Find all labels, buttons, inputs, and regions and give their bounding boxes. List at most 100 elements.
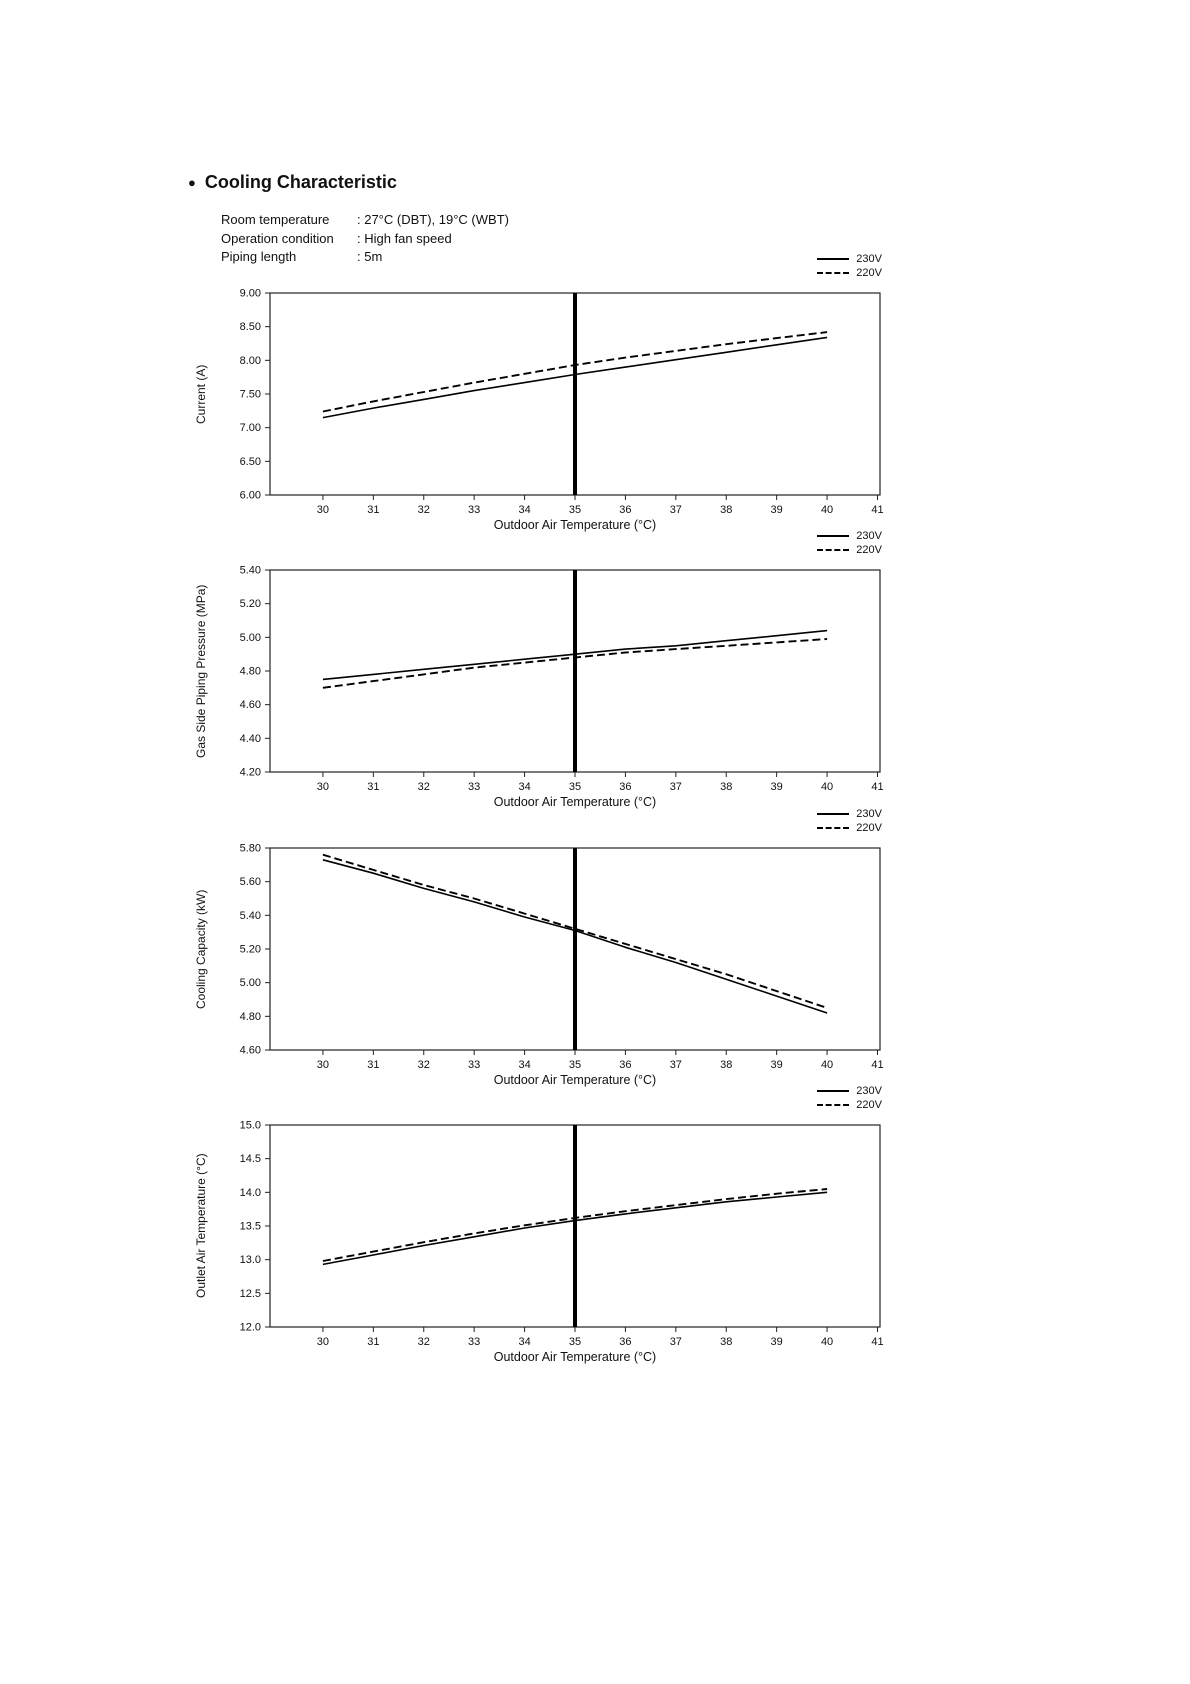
legend: 230V 220V [817,252,882,280]
svg-text:32: 32 [418,504,430,516]
legend-item-220v: 220V [817,266,882,280]
svg-text:33: 33 [468,504,480,516]
condition-label: Operation condition [221,230,334,246]
x-axis-label: Outdoor Air Temperature (°C) [493,1073,657,1087]
legend-item-230v: 230V [817,807,882,821]
svg-text:9.00: 9.00 [240,288,261,300]
svg-text:38: 38 [720,1059,732,1071]
bullet-icon: ● [188,175,196,190]
svg-text:7.00: 7.00 [240,422,261,434]
svg-text:30: 30 [317,1059,329,1071]
svg-text:31: 31 [367,1336,379,1348]
svg-text:36: 36 [619,1336,631,1348]
svg-text:5.40: 5.40 [240,565,261,577]
svg-text:39: 39 [771,1059,783,1071]
dashed-line-sample [817,1104,850,1106]
svg-text:38: 38 [720,504,732,516]
svg-text:5.20: 5.20 [240,944,261,956]
legend-item-230v: 230V [817,1084,882,1098]
svg-text:39: 39 [771,504,783,516]
dashed-line-sample [817,549,850,551]
svg-text:34: 34 [518,1336,530,1348]
svg-text:4.80: 4.80 [240,666,261,678]
solid-line-sample [817,1090,850,1092]
svg-text:31: 31 [367,504,379,516]
condition-operation: Operation condition : High fan speed [221,230,509,249]
svg-text:15.0: 15.0 [240,1120,261,1132]
svg-text:38: 38 [720,1336,732,1348]
svg-text:31: 31 [367,1059,379,1071]
svg-text:33: 33 [468,1336,480,1348]
chart-block-gas-pressure: 230V 220V Gas Side Piping Pressure (MPa)… [150,525,910,821]
legend: 230V 220V [817,1084,882,1112]
plot-cooling-capacity: 5.80 5.60 5.40 5.20 5.00 4.80 4.60 30 31 32 33 34 35… [240,843,884,1072]
svg-text:30: 30 [317,504,329,516]
dashed-line-sample [817,827,850,829]
condition-value: : High fan speed [357,230,452,246]
svg-text:5.40: 5.40 [240,910,261,922]
svg-text:4.60: 4.60 [240,699,261,711]
svg-text:39: 39 [771,1336,783,1348]
svg-text:35: 35 [569,1336,581,1348]
svg-text:35: 35 [569,781,581,793]
plot-gas-pressure: 5.40 5.20 5.00 4.80 4.60 4.40 4.20 30 31 32 33 34 35… [240,565,884,794]
svg-text:35: 35 [569,1059,581,1071]
svg-text:4.80: 4.80 [240,1011,261,1023]
legend-item-230v: 230V [817,252,882,266]
solid-line-sample [817,535,850,537]
condition-piping-length: Piping length : 5m [221,248,509,267]
solid-line-sample [817,813,850,815]
svg-text:37: 37 [670,504,682,516]
svg-text:41: 41 [871,781,883,793]
svg-text:40: 40 [821,1059,833,1071]
svg-text:37: 37 [670,781,682,793]
svg-text:8.00: 8.00 [240,355,261,367]
condition-label: Piping length [221,249,297,264]
svg-text:6.50: 6.50 [240,456,261,468]
page-title: Cooling Characteristic [204,172,397,192]
svg-text:40: 40 [821,504,833,516]
svg-text:40: 40 [821,781,833,793]
legend-label-230v: 230V [856,529,882,542]
svg-text:32: 32 [418,781,430,793]
svg-text:4.20: 4.20 [240,767,261,779]
svg-text:8.50: 8.50 [240,321,261,333]
legend-label-220v: 220V [856,821,882,834]
svg-text:38: 38 [720,781,732,793]
svg-text:30: 30 [317,781,329,793]
svg-text:6.00: 6.00 [240,490,261,502]
dashed-line-sample [817,272,850,274]
section-title-row: ● Cooling Characteristic [188,172,397,193]
x-axis-label: Outdoor Air Temperature (°C) [493,518,657,532]
plot-current: 9.00 8.50 8.00 7.50 7.00 6.50 6.00 30 31 32 33 34 35… [240,288,884,517]
legend-item-220v: 220V [817,1098,882,1112]
svg-text:39: 39 [771,781,783,793]
svg-text:13.5: 13.5 [240,1221,261,1233]
svg-text:12.5: 12.5 [240,1288,261,1300]
legend-label-230v: 230V [856,807,882,820]
svg-text:5.80: 5.80 [240,843,261,855]
svg-text:5.00: 5.00 [240,977,261,989]
svg-text:14.0: 14.0 [240,1187,261,1199]
legend-label-230v: 230V [856,1084,882,1097]
legend: 230V 220V [817,807,882,835]
legend-item-220v: 220V [817,821,882,835]
legend-label-230v: 230V [856,252,882,265]
condition-value: : 5m [357,249,383,264]
svg-text:14.5: 14.5 [240,1153,261,1165]
svg-text:5.20: 5.20 [240,598,261,610]
svg-text:35: 35 [569,504,581,516]
svg-text:37: 37 [670,1336,682,1348]
svg-text:37: 37 [670,1059,682,1071]
svg-text:32: 32 [418,1059,430,1071]
svg-text:32: 32 [418,1336,430,1348]
x-axis-label: Outdoor Air Temperature (°C) [493,795,657,809]
svg-text:36: 36 [619,504,631,516]
svg-text:34: 34 [518,1059,530,1071]
svg-text:13.0: 13.0 [240,1254,261,1266]
svg-text:4.60: 4.60 [240,1045,261,1057]
svg-text:36: 36 [619,781,631,793]
svg-text:41: 41 [871,1059,883,1071]
legend-label-220v: 220V [856,1098,882,1111]
condition-value: : 27°C (DBT), 19°C (WBT) [357,212,509,227]
